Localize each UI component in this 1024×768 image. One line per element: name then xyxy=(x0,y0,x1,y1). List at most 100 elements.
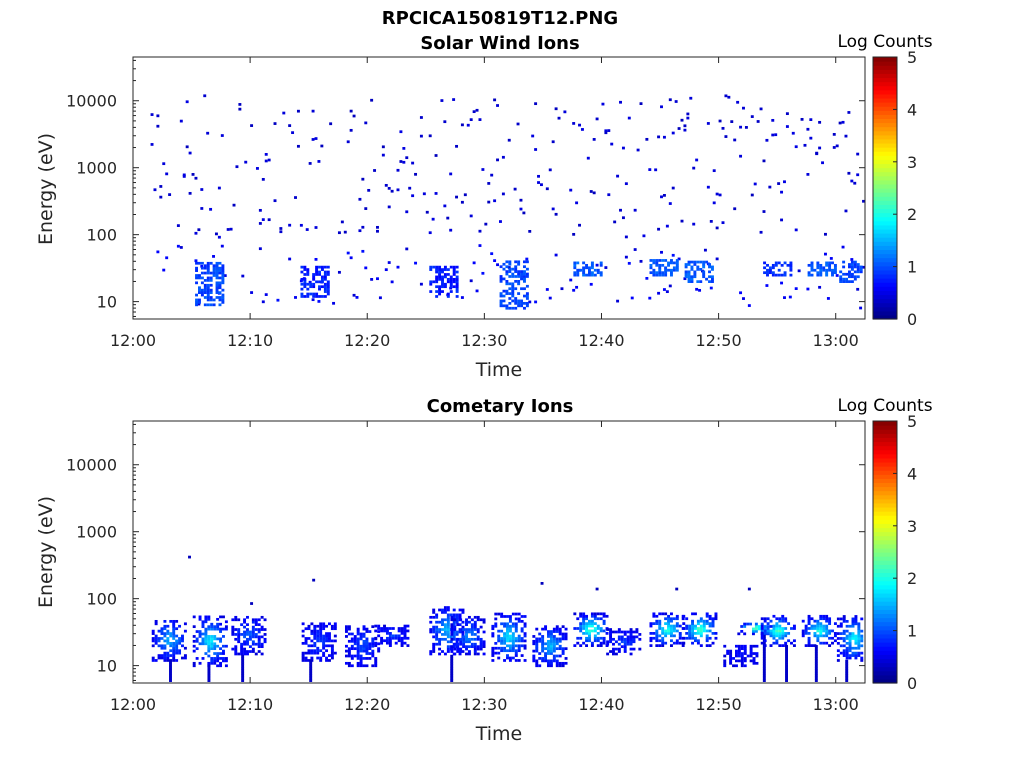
colorbar-segment xyxy=(873,130,897,136)
heatmap-cell xyxy=(514,629,518,633)
heatmap-cell xyxy=(432,280,436,284)
heatmap-cell xyxy=(839,275,843,279)
heatmap-cell xyxy=(672,624,676,628)
heatmap-cell xyxy=(422,192,426,196)
heatmap-cell xyxy=(585,636,589,640)
heatmap-cell xyxy=(599,629,603,633)
heatmap-cell xyxy=(322,622,326,626)
heatmap-cell xyxy=(711,632,715,635)
heatmap-cell xyxy=(344,627,348,631)
heatmap-cell xyxy=(246,652,249,656)
heatmap-cell xyxy=(234,633,238,636)
heatmap-cell xyxy=(558,637,562,641)
heatmap-cell xyxy=(260,645,264,649)
heatmap-cell xyxy=(506,654,509,657)
heatmap-cell xyxy=(241,274,245,278)
heatmap-cell xyxy=(606,628,610,631)
heatmap-cell xyxy=(491,649,495,653)
heatmap-cell xyxy=(844,134,848,138)
heatmap-cell xyxy=(754,627,758,631)
heatmap-cell xyxy=(198,630,202,633)
heatmap-cell xyxy=(595,263,599,267)
heatmap-cell xyxy=(195,298,198,302)
heatmap-cell xyxy=(718,119,722,123)
heatmap-cell xyxy=(503,615,507,618)
heatmap-cell xyxy=(824,232,827,236)
heatmap-cell xyxy=(654,168,658,172)
heatmap-cell xyxy=(747,304,751,307)
heatmap-cell xyxy=(330,654,334,657)
heatmap-cell xyxy=(517,304,521,308)
colorbar-segment xyxy=(873,196,897,201)
heatmap-cell xyxy=(222,652,225,655)
heatmap-cell xyxy=(446,277,450,281)
heatmap-cell xyxy=(304,656,308,660)
heatmap-cell xyxy=(554,253,558,257)
heatmap-cell xyxy=(845,664,849,668)
heatmap-cell xyxy=(783,296,786,299)
heatmap-cell xyxy=(499,294,503,298)
heatmap-cell xyxy=(660,250,663,254)
heatmap-cell xyxy=(746,654,750,658)
heatmap-cell xyxy=(609,633,613,636)
heatmap-cell xyxy=(195,276,198,280)
heatmap-cell xyxy=(572,232,576,236)
heatmap-cell xyxy=(548,296,552,300)
heatmap-cell xyxy=(590,622,594,625)
heatmap-cell xyxy=(162,162,166,166)
heatmap-cell xyxy=(699,619,703,623)
heatmap-cell xyxy=(771,273,775,277)
heatmap-cell xyxy=(582,266,586,270)
heatmap-cell xyxy=(508,644,512,648)
heatmap-cell xyxy=(452,633,456,636)
heatmap-cell xyxy=(857,622,861,626)
heatmap-cell xyxy=(585,632,589,635)
heatmap-cell xyxy=(807,622,811,625)
heatmap-cell xyxy=(547,649,550,653)
colorbar-segment xyxy=(873,588,897,594)
heatmap-cell xyxy=(429,620,433,624)
heatmap-cell xyxy=(778,632,782,635)
heatmap-cell xyxy=(435,295,439,298)
colorbar-tick-label: 1 xyxy=(907,622,917,641)
heatmap-cell xyxy=(350,637,354,641)
heatmap-cell xyxy=(708,624,712,628)
heatmap-cell xyxy=(561,632,565,636)
heatmap-cell xyxy=(301,629,305,633)
heatmap-cell xyxy=(649,622,653,625)
heatmap-cell xyxy=(658,266,662,270)
heatmap-cell xyxy=(479,647,483,651)
heatmap-cell xyxy=(435,277,439,281)
heatmap-cell xyxy=(212,303,216,307)
heatmap-cell xyxy=(191,173,195,176)
heatmap-cell xyxy=(476,635,480,639)
heatmap-cell xyxy=(517,299,521,303)
heatmap-cell xyxy=(549,642,553,646)
heatmap-cell xyxy=(467,615,471,619)
heatmap-cell xyxy=(362,647,366,651)
heatmap-cell xyxy=(487,182,491,185)
heatmap-cell xyxy=(629,630,633,634)
heatmap-cell xyxy=(473,652,477,656)
heatmap-cell xyxy=(772,627,776,630)
heatmap-cell xyxy=(860,644,864,648)
colorbar-segment xyxy=(873,519,897,524)
heatmap-cell xyxy=(630,296,634,300)
heatmap-cell xyxy=(678,634,682,638)
heatmap-cell xyxy=(848,280,851,283)
heatmap-cell xyxy=(312,282,316,286)
heatmap-cell xyxy=(294,296,297,299)
heatmap-cell xyxy=(157,639,161,643)
heatmap-cell xyxy=(264,293,268,296)
heatmap-cell xyxy=(645,276,649,280)
heatmap-cell xyxy=(814,671,818,675)
heatmap-cell xyxy=(658,263,662,267)
heatmap-cell xyxy=(251,633,255,636)
heatmap-cell xyxy=(237,628,241,631)
heatmap-cell xyxy=(263,633,267,636)
heatmap-cell xyxy=(450,633,454,636)
colorbar-segment xyxy=(873,175,897,181)
y-tick-label: 10 xyxy=(97,293,117,312)
heatmap-cell xyxy=(425,210,429,214)
